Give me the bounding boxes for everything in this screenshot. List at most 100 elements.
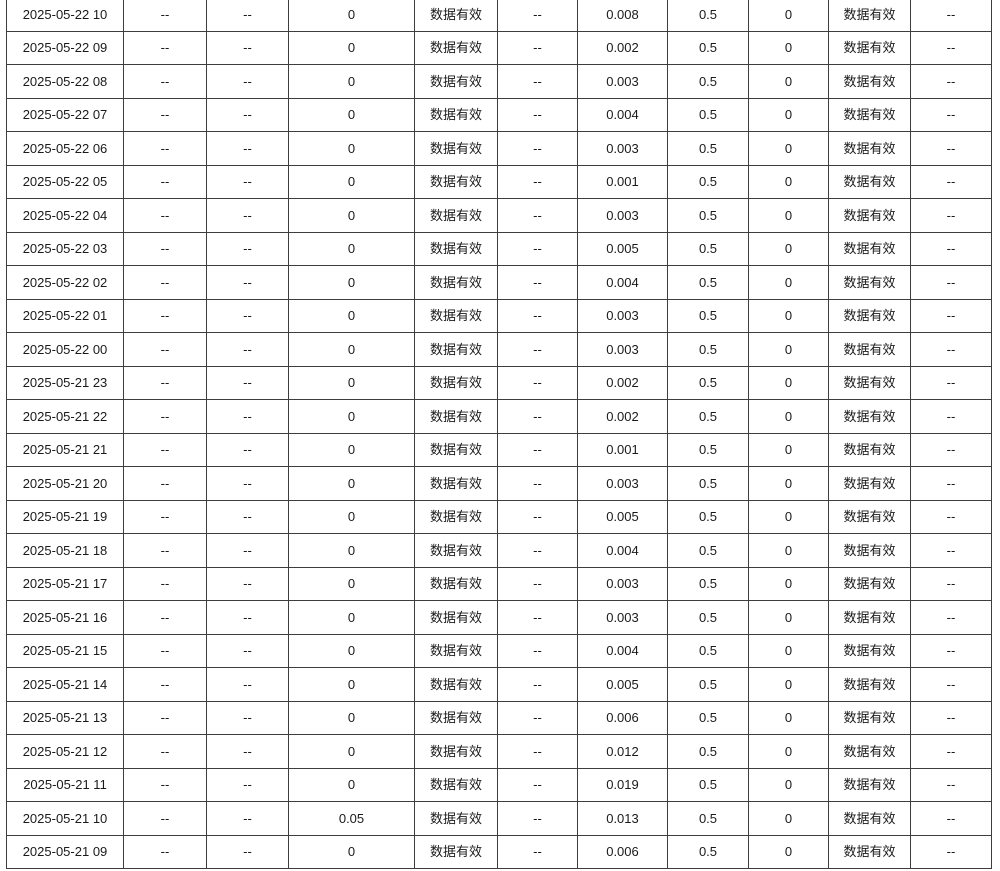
table-cell: -- xyxy=(497,332,578,367)
table-cell: -- xyxy=(206,533,289,568)
table-cell: 0.5 xyxy=(667,667,749,702)
table-cell: 数据有效 xyxy=(828,265,911,300)
table-cell: -- xyxy=(497,566,578,601)
table-row: 2025-05-21 11 -- -- 0 数据有效 -- 0.019 0.5 0 数据有效 -- xyxy=(6,767,992,802)
table-cell: -- xyxy=(497,30,578,65)
table-cell: 0 xyxy=(288,633,415,668)
table-cell: -- xyxy=(123,533,207,568)
table-cell: 数据有效 xyxy=(828,834,911,869)
timestamp-cell: 2025-05-21 11 xyxy=(6,767,124,802)
table-cell: 0.5 xyxy=(667,131,749,166)
table-cell: 数据有效 xyxy=(414,432,498,467)
table-cell: 0 xyxy=(748,734,829,769)
table-cell: 0 xyxy=(288,499,415,534)
timestamp-cell: 2025-05-22 08 xyxy=(6,64,124,99)
table-cell: 数据有效 xyxy=(414,667,498,702)
table-cell: 0.5 xyxy=(667,700,749,735)
table-cell: -- xyxy=(123,700,207,735)
table-cell: -- xyxy=(123,332,207,367)
timestamp-cell: 2025-05-22 10 xyxy=(6,0,124,32)
table-cell: 0 xyxy=(288,198,415,233)
table-cell: 数据有效 xyxy=(828,700,911,735)
table-cell: -- xyxy=(206,466,289,501)
table-row: 2025-05-22 00 -- -- 0 数据有效 -- 0.003 0.5 0 数据有效 -- xyxy=(6,332,992,367)
table-cell: -- xyxy=(497,700,578,735)
table-cell: 0 xyxy=(748,198,829,233)
table-cell: -- xyxy=(497,231,578,266)
table-cell: -- xyxy=(123,30,207,65)
timestamp-cell: 2025-05-21 19 xyxy=(6,499,124,534)
table-cell: -- xyxy=(497,834,578,869)
table-cell: -- xyxy=(123,633,207,668)
timestamp-cell: 2025-05-21 09 xyxy=(6,834,124,869)
table-row: 2025-05-21 20 -- -- 0 数据有效 -- 0.003 0.5 0 数据有效 -- xyxy=(6,466,992,501)
table-cell: -- xyxy=(497,164,578,199)
table-cell: -- xyxy=(206,30,289,65)
table-cell: -- xyxy=(123,365,207,400)
table-cell: -- xyxy=(206,499,289,534)
timestamp-cell: 2025-05-22 02 xyxy=(6,265,124,300)
table-row: 2025-05-22 04 -- -- 0 数据有效 -- 0.003 0.5 0 数据有效 -- xyxy=(6,198,992,233)
table-cell: 0 xyxy=(748,466,829,501)
table-cell: -- xyxy=(497,600,578,635)
table-cell: 0.5 xyxy=(667,600,749,635)
table-cell: -- xyxy=(910,734,992,769)
table-row: 2025-05-21 17 -- -- 0 数据有效 -- 0.003 0.5 0 数据有效 -- xyxy=(6,566,992,601)
table-cell: -- xyxy=(497,432,578,467)
table-cell: -- xyxy=(206,566,289,601)
table-cell: 0.002 xyxy=(577,30,668,65)
table-row: 2025-05-21 14 -- -- 0 数据有效 -- 0.005 0.5 0 数据有效 -- xyxy=(6,667,992,702)
table-cell: 0.002 xyxy=(577,365,668,400)
table-cell: 数据有效 xyxy=(414,198,498,233)
table-cell: 0.5 xyxy=(667,0,749,32)
table-cell: 数据有效 xyxy=(828,332,911,367)
table-cell: 0 xyxy=(288,30,415,65)
table-cell: -- xyxy=(910,432,992,467)
table-cell: 数据有效 xyxy=(828,365,911,400)
table-cell: -- xyxy=(910,399,992,434)
table-cell: 0 xyxy=(748,298,829,333)
table-cell: -- xyxy=(910,0,992,32)
table-cell: 0 xyxy=(288,399,415,434)
table-cell: 0.5 xyxy=(667,499,749,534)
table-cell: 0 xyxy=(748,600,829,635)
table-cell: 数据有效 xyxy=(414,533,498,568)
table-cell: 0 xyxy=(288,700,415,735)
table-cell: -- xyxy=(206,97,289,132)
table-cell: 0 xyxy=(748,164,829,199)
table-row: 2025-05-22 08 -- -- 0 数据有效 -- 0.003 0.5 0 数据有效 -- xyxy=(6,64,992,99)
timestamp-cell: 2025-05-22 09 xyxy=(6,30,124,65)
table-cell: -- xyxy=(910,700,992,735)
table-cell: 数据有效 xyxy=(828,533,911,568)
table-cell: 数据有效 xyxy=(828,30,911,65)
table-cell: -- xyxy=(206,767,289,802)
table-cell: 数据有效 xyxy=(414,332,498,367)
table-row: 2025-05-21 09 -- -- 0 数据有效 -- 0.006 0.5 0 数据有效 -- xyxy=(6,834,992,869)
table-cell: 数据有效 xyxy=(828,499,911,534)
table-cell: 0 xyxy=(288,332,415,367)
table-cell: 数据有效 xyxy=(414,734,498,769)
table-cell: 0.5 xyxy=(667,332,749,367)
table-cell: 0.008 xyxy=(577,0,668,32)
table-cell: 0.5 xyxy=(667,767,749,802)
table-cell: -- xyxy=(123,767,207,802)
table-cell: 数据有效 xyxy=(828,97,911,132)
table-row: 2025-05-21 22 -- -- 0 数据有效 -- 0.002 0.5 0 数据有效 -- xyxy=(6,399,992,434)
table-cell: 0.001 xyxy=(577,432,668,467)
timestamp-cell: 2025-05-22 00 xyxy=(6,332,124,367)
timestamp-cell: 2025-05-21 22 xyxy=(6,399,124,434)
table-cell: 0.003 xyxy=(577,566,668,601)
timestamp-cell: 2025-05-21 10 xyxy=(6,801,124,836)
table-row: 2025-05-21 10 -- -- 0.05 数据有效 -- 0.013 0.5 0 数据有效… xyxy=(6,801,992,836)
table-cell: 数据有效 xyxy=(828,64,911,99)
table-cell: -- xyxy=(206,365,289,400)
table-cell: 0.5 xyxy=(667,533,749,568)
table-cell: -- xyxy=(910,767,992,802)
table-cell: 数据有效 xyxy=(414,231,498,266)
table-cell: 0 xyxy=(748,667,829,702)
table-cell: 数据有效 xyxy=(828,767,911,802)
table-viewport: 2025-05-22 10 -- -- 0 数据有效 -- 0.008 0.5 0 数据有效 -- 2… xyxy=(6,0,992,869)
table-cell: 数据有效 xyxy=(828,231,911,266)
table-cell: 0 xyxy=(748,633,829,668)
table-cell: 0.005 xyxy=(577,231,668,266)
